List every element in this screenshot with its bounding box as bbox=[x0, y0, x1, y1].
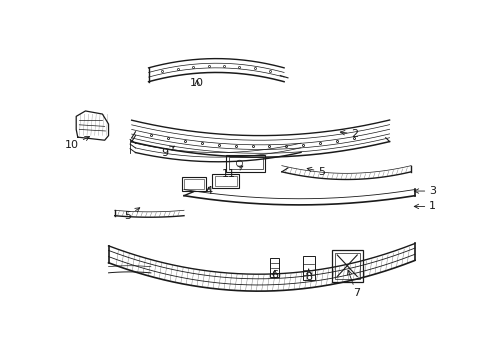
Text: 10: 10 bbox=[65, 136, 89, 150]
Text: 9: 9 bbox=[161, 146, 174, 158]
Text: 7: 7 bbox=[347, 270, 359, 298]
Bar bbox=[270, 258, 279, 277]
Text: 10: 10 bbox=[190, 78, 203, 88]
Bar bbox=[183, 180, 203, 189]
Text: 3: 3 bbox=[413, 186, 435, 196]
Bar bbox=[302, 256, 314, 280]
Bar bbox=[228, 157, 262, 170]
Bar bbox=[214, 176, 237, 186]
Text: 8: 8 bbox=[305, 269, 312, 282]
Text: 11: 11 bbox=[221, 166, 243, 179]
Text: 1: 1 bbox=[413, 202, 435, 211]
Bar bbox=[226, 155, 264, 172]
Text: 4: 4 bbox=[204, 186, 212, 195]
Bar bbox=[182, 177, 206, 191]
Bar bbox=[331, 249, 362, 282]
Text: 5: 5 bbox=[306, 167, 325, 177]
Text: 5: 5 bbox=[124, 208, 140, 221]
Bar bbox=[334, 253, 359, 279]
Text: 2: 2 bbox=[340, 129, 358, 139]
Text: 6: 6 bbox=[271, 270, 278, 280]
Bar bbox=[212, 174, 239, 188]
